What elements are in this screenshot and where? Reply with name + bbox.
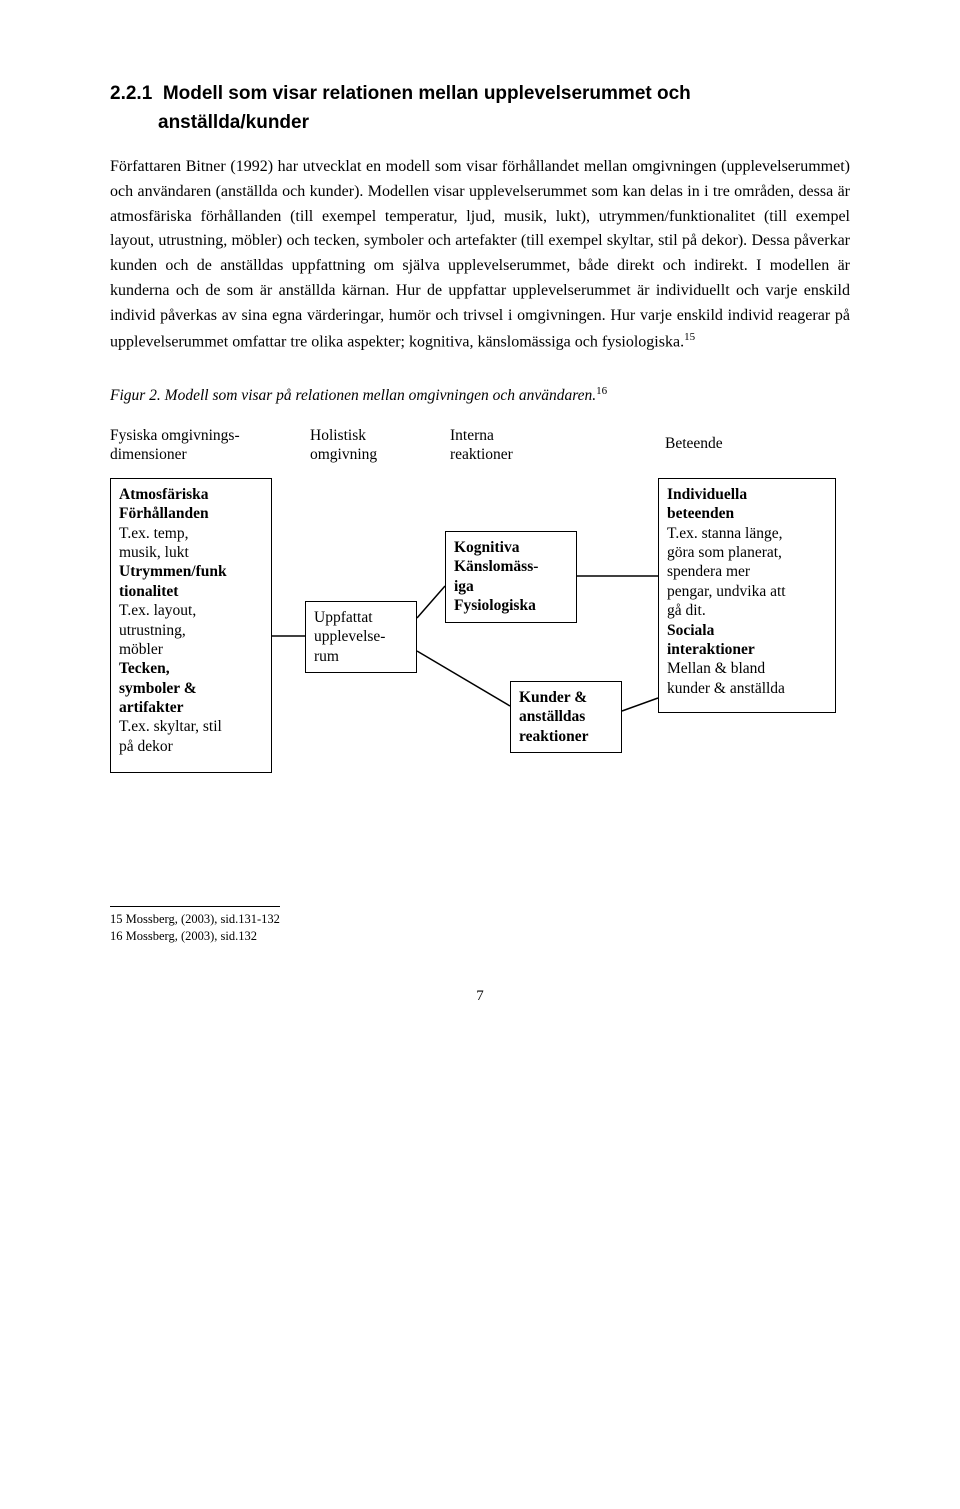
box1-l11: symboler & <box>119 680 197 697</box>
figure-caption-text: Figur 2. Modell som visar på relationen … <box>110 387 596 404</box>
box1-l5: Utrymmen/funk <box>119 563 227 580</box>
col-label-1-text: Fysiska omgivnings- dimensioner <box>110 427 240 463</box>
box1-l3: T.ex. temp, <box>119 525 188 542</box>
heading-line2: anställda/kunder <box>110 112 309 133</box>
box5-l7: gå dit. <box>667 602 706 619</box>
footnote-15: 15 Mossberg, (2003), sid.131-132 <box>110 911 850 928</box>
box1-l8: utrustning, <box>119 622 186 639</box>
box1-l10: Tecken, <box>119 660 170 677</box>
box-dimensions: Atmosfäriska Förhållanden T.ex. temp, mu… <box>110 478 272 773</box>
body-paragraph: Författaren Bitner (1992) har utvecklat … <box>110 155 850 355</box>
box4-l2: anställdas <box>519 708 585 725</box>
box5-l1: Individuella <box>667 486 747 503</box>
heading-number: 2.2.1 <box>110 83 152 104</box>
col-label-3: Interna reaktioner <box>450 426 560 465</box>
box-internal: Kognitiva Känslomäss- iga Fysiologiska <box>445 531 577 623</box>
model-diagram: Fysiska omgivnings- dimensioner Holistis… <box>110 426 870 836</box>
paragraph-footnote-ref: 15 <box>684 331 695 343</box>
box-perceived: Uppfattat upplevelse- rum <box>305 601 417 673</box>
box1-l2: Förhållanden <box>119 505 209 522</box>
figure-caption: Figur 2. Modell som visar på relationen … <box>110 383 850 408</box>
box5-l3: T.ex. stanna länge, <box>667 525 783 542</box>
box3-l3: iga <box>454 578 474 595</box>
box5-l6: pengar, undvika att <box>667 583 786 600</box>
box5-l2: beteenden <box>667 505 734 522</box>
box-behaviour: Individuella beteenden T.ex. stanna läng… <box>658 478 836 713</box>
col-label-1: Fysiska omgivnings- dimensioner <box>110 426 280 465</box>
box1-l13: T.ex. skyltar, stil <box>119 718 222 735</box>
box1-l9: möbler <box>119 641 163 658</box>
footnotes: 15 Mossberg, (2003), sid.131-132 16 Moss… <box>110 906 850 945</box>
box5-l10: Mellan & bland <box>667 660 765 677</box>
box5-l4: göra som planerat, <box>667 544 782 561</box>
col-label-2-text: Holistisk omgivning <box>310 427 377 463</box>
paragraph-text: Författaren Bitner (1992) har utvecklat … <box>110 158 850 350</box>
col-label-4: Beteende <box>665 434 785 453</box>
box2-l1: Uppfattat <box>314 609 373 626</box>
box5-l9: interaktioner <box>667 641 755 658</box>
box1-l1: Atmosfäriska <box>119 486 209 503</box>
box3-l2: Känslomäss- <box>454 558 538 575</box>
box1-l12: artifakter <box>119 699 184 716</box>
box3-l1: Kognitiva <box>454 539 519 556</box>
box5-l8: Sociala <box>667 622 714 639</box>
page-number: 7 <box>110 985 850 1008</box>
box1-l14: på dekor <box>119 738 173 755</box>
box3-l4: Fysiologiska <box>454 597 536 614</box>
col-label-3-text: Interna reaktioner <box>450 427 513 463</box>
col-label-4-text: Beteende <box>665 435 723 452</box>
box1-l7: T.ex. layout, <box>119 602 196 619</box>
figure-caption-footnote-ref: 16 <box>596 385 607 397</box>
box1-l4: musik, lukt <box>119 544 189 561</box>
box5-l5: spendera mer <box>667 563 750 580</box>
footnote-16: 16 Mossberg, (2003), sid.132 <box>110 928 850 945</box>
box-reactions: Kunder & anställdas reaktioner <box>510 681 622 753</box>
box5-l11: kunder & anställda <box>667 680 785 697</box>
box1-l6: tionalitet <box>119 583 178 600</box>
section-heading: 2.2.1 Modell som visar relationen mellan… <box>110 80 850 137</box>
col-label-2: Holistisk omgivning <box>310 426 420 465</box>
box4-l3: reaktioner <box>519 728 588 745</box>
box2-l2: upplevelse- <box>314 628 385 645</box>
box2-l3: rum <box>314 648 339 665</box>
box4-l1: Kunder & <box>519 689 587 706</box>
heading-line1: Modell som visar relationen mellan upple… <box>163 83 691 104</box>
footnote-rule <box>110 906 280 907</box>
